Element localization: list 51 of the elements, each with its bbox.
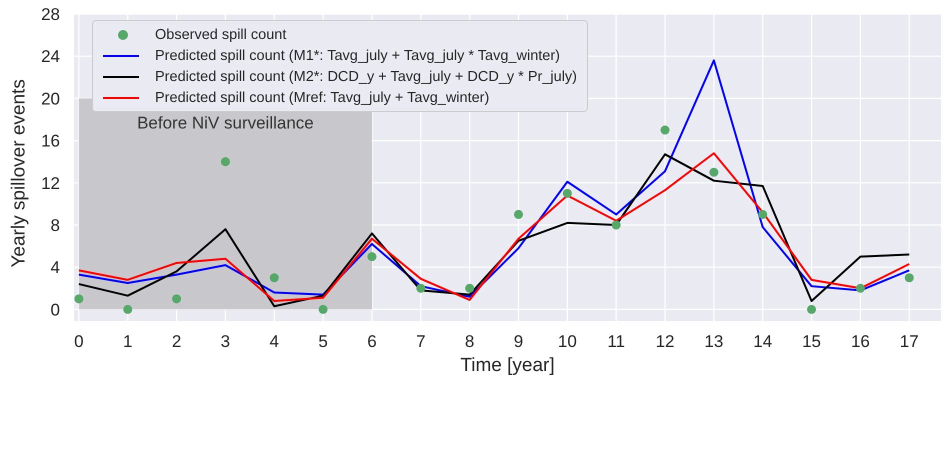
point [612, 220, 621, 230]
x-tick-label: 6 [367, 332, 377, 352]
point [270, 273, 279, 282]
x-tick-label: 7 [416, 332, 426, 352]
point [904, 273, 914, 282]
point [514, 210, 524, 219]
y-tick-label: 0 [50, 300, 60, 320]
x-tick-label: 14 [753, 332, 772, 352]
x-tick-label: 11 [607, 332, 626, 352]
point [123, 304, 132, 314]
legend-label: Predicted spill count (M2*: DCD_y + Tavg_july + DCD_y * Pr_july) [155, 68, 578, 84]
x-tick-label: 9 [514, 332, 524, 352]
point [856, 284, 865, 293]
legend-label: Predicted spill count (M1*: Tavg_july + Tavg_july * Tavg_winter) [155, 48, 560, 64]
x-tick-label: 12 [656, 332, 674, 352]
y-tick-label: 8 [50, 216, 60, 236]
x-tick-label: 3 [220, 332, 230, 352]
y-tick-label: 24 [41, 47, 60, 66]
x-tick-label: 0 [74, 332, 84, 352]
point [709, 168, 718, 177]
point [367, 252, 376, 262]
point [74, 294, 84, 304]
x-tick-label: 8 [464, 332, 474, 352]
x-tick-label: 10 [558, 332, 577, 352]
x-tick-label: 5 [318, 332, 328, 352]
y-tick-label: 4 [50, 258, 60, 278]
point [660, 126, 670, 135]
point [416, 284, 426, 293]
y-tick-label: 12 [41, 174, 60, 193]
point [318, 304, 328, 314]
x-tick-label: 17 [900, 332, 919, 352]
x-tick-label: 16 [850, 332, 870, 352]
y-tick-label: 28 [41, 5, 60, 24]
band-label: Before NiV surveillance [137, 113, 314, 132]
point [220, 157, 230, 166]
x-axis-title: Time [year] [460, 355, 555, 376]
x-tick-label: 2 [172, 332, 182, 352]
legend-label: Observed spill count [155, 26, 286, 42]
x-tick-label: 15 [802, 332, 822, 352]
point [465, 284, 474, 293]
legend-label: Predicted spill count (Mref: Tavg_july + Tavg_winter) [155, 90, 490, 106]
y-tick-label: 16 [41, 132, 60, 151]
x-tick-label: 4 [270, 332, 279, 352]
y-axis-title: Yearly spillover events [8, 79, 30, 268]
point [758, 210, 768, 219]
y-tick-label: 20 [41, 89, 60, 108]
x-tick-label: 13 [704, 332, 724, 352]
point [807, 304, 816, 314]
x-tick-label: 1 [122, 332, 132, 352]
point [562, 188, 572, 198]
point [172, 294, 182, 304]
